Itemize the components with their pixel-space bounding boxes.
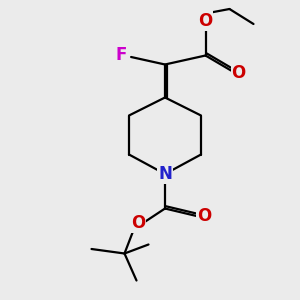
Text: O: O bbox=[198, 12, 213, 30]
Text: O: O bbox=[231, 64, 246, 82]
Text: F: F bbox=[116, 46, 127, 64]
Text: N: N bbox=[158, 165, 172, 183]
Text: O: O bbox=[197, 207, 211, 225]
Text: O: O bbox=[131, 214, 145, 232]
